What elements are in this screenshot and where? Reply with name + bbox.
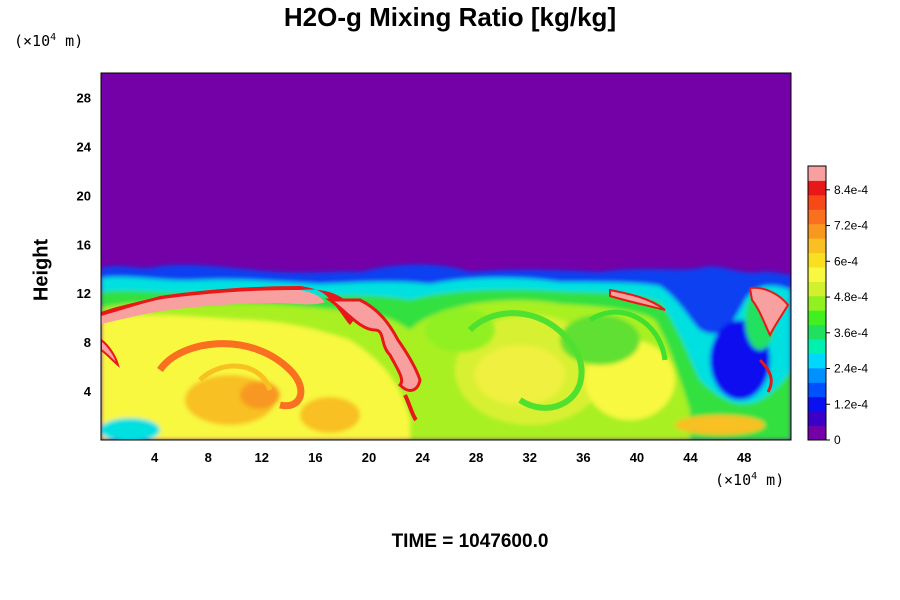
- colorbar-swatch: [808, 425, 826, 441]
- x-tick-label: 48: [737, 450, 751, 465]
- x-tick-label: 4: [151, 450, 159, 465]
- x-tick-label: 16: [308, 450, 322, 465]
- colorbar-swatch: [808, 166, 826, 181]
- colorbar-tick-label: 8.4e-4: [834, 183, 868, 197]
- time-label: TIME = 1047600.0: [391, 531, 549, 552]
- colorbar-swatch: [808, 411, 826, 427]
- plot-frame: [100, 72, 792, 441]
- y-tick-label: 16: [77, 237, 91, 252]
- colorbar-swatch: [808, 324, 826, 340]
- x-tick-label: 28: [469, 450, 483, 465]
- colorbar-tick-label: 1.2e-4: [834, 397, 868, 411]
- y-tick-label: 8: [84, 335, 91, 350]
- colorbar-swatch: [808, 353, 826, 369]
- colorbar-swatch: [808, 266, 826, 282]
- x-tick-label: 8: [205, 450, 212, 465]
- colorbar-swatch: [808, 367, 826, 383]
- eddy-swirls: [157, 309, 668, 411]
- colorbar-tick-label: 3.6e-4: [834, 326, 868, 340]
- colorbar-tick-label: 7.2e-4: [834, 219, 868, 233]
- x-tick-label: 12: [255, 450, 269, 465]
- colorbar-swatch: [808, 310, 826, 326]
- saturated-filaments: [101, 286, 790, 422]
- colorbar-swatch: [808, 252, 826, 268]
- colorbar-swatch: [808, 339, 826, 354]
- y-axis-unit: (×104 m): [14, 32, 84, 50]
- y-tick-label: 20: [77, 188, 91, 203]
- x-tick-label: 40: [630, 450, 644, 465]
- x-tick-label: 36: [576, 450, 590, 465]
- colorbar-tick-label: 2.4e-4: [834, 362, 868, 376]
- x-tick-label: 32: [523, 450, 537, 465]
- colorbar-swatch: [808, 223, 826, 239]
- colorbar-swatch: [808, 382, 826, 398]
- colorbar-swatch: [808, 238, 826, 254]
- colorbar-tick-label: 4.8e-4: [834, 290, 868, 304]
- x-axis-unit: (×104 m): [715, 471, 785, 489]
- colorbar-swatch: [808, 180, 826, 196]
- y-tick-label: 28: [77, 90, 91, 105]
- colorbar-tick-label: 0: [834, 433, 841, 447]
- colorbar-swatch: [808, 209, 826, 225]
- x-tick-label: 44: [683, 450, 698, 465]
- colorbar-swatch: [808, 295, 826, 311]
- colorbar-frame: [807, 165, 827, 441]
- plot-area: [101, 73, 791, 440]
- colorbar-swatch: [808, 194, 826, 210]
- colorbar: 0 1.2e-4 2.4e-4 3.6e-4 4.8e-4 6e-4 7.2e-4 8.4e-…: [807, 165, 868, 447]
- chart-title: H2O-g Mixing Ratio [kg/kg]: [283, 2, 617, 32]
- y-tick-label: 24: [77, 139, 92, 154]
- y-tick-label: 4: [84, 384, 92, 399]
- x-tick-label: 20: [362, 450, 376, 465]
- colorbar-swatch: [808, 281, 826, 297]
- y-tick-label: 12: [77, 286, 91, 301]
- colorbar-swatch: [808, 396, 826, 412]
- colorbar-tick-label: 6e-4: [834, 254, 858, 268]
- x-tick-label: 24: [415, 450, 430, 465]
